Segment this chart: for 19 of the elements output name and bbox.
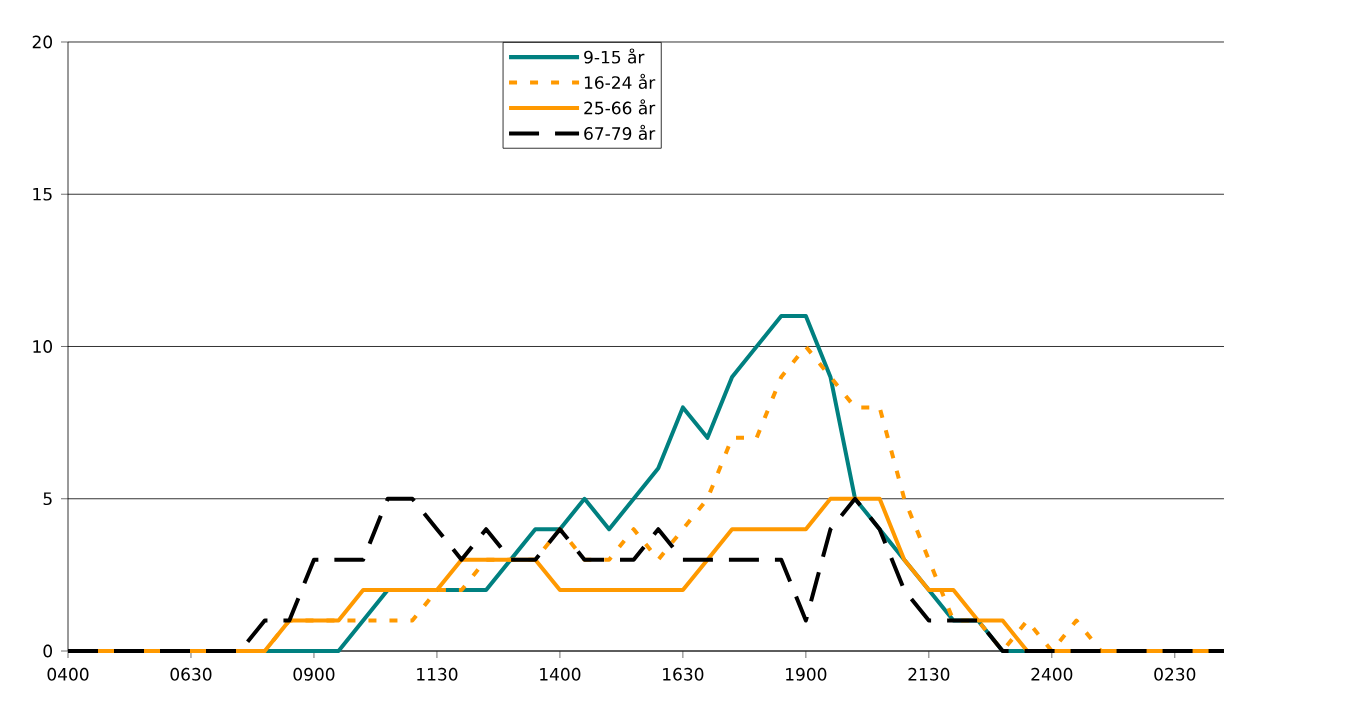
y-tick-label: 0 <box>43 644 53 658</box>
x-tick-label: 1130 <box>417 667 458 681</box>
legend-label: 9-15 år <box>584 48 645 64</box>
y-tick-label: 20 <box>32 35 52 49</box>
x-tick-label: 0400 <box>47 667 89 681</box>
x-tick-label: 0900 <box>293 667 335 681</box>
x-tick-label: 1400 <box>540 667 581 681</box>
x-tick-label: 0230 <box>1154 667 1196 681</box>
y-tick-label: 15 <box>33 187 52 201</box>
x-tick-label: 0630 <box>170 667 212 681</box>
legend-label: 25-66 år <box>584 99 656 115</box>
legend-label: 67-79 år <box>584 124 656 140</box>
x-tick-label: 2130 <box>908 667 950 681</box>
legend-label: 16-24 år <box>584 73 656 90</box>
x-tick-label: 2400 <box>1031 667 1073 681</box>
x-tick-label: 1900 <box>786 667 827 681</box>
x-tick-label: 1630 <box>663 667 704 681</box>
y-tick-label: 10 <box>33 340 52 353</box>
y-tick-label: 5 <box>43 492 52 506</box>
